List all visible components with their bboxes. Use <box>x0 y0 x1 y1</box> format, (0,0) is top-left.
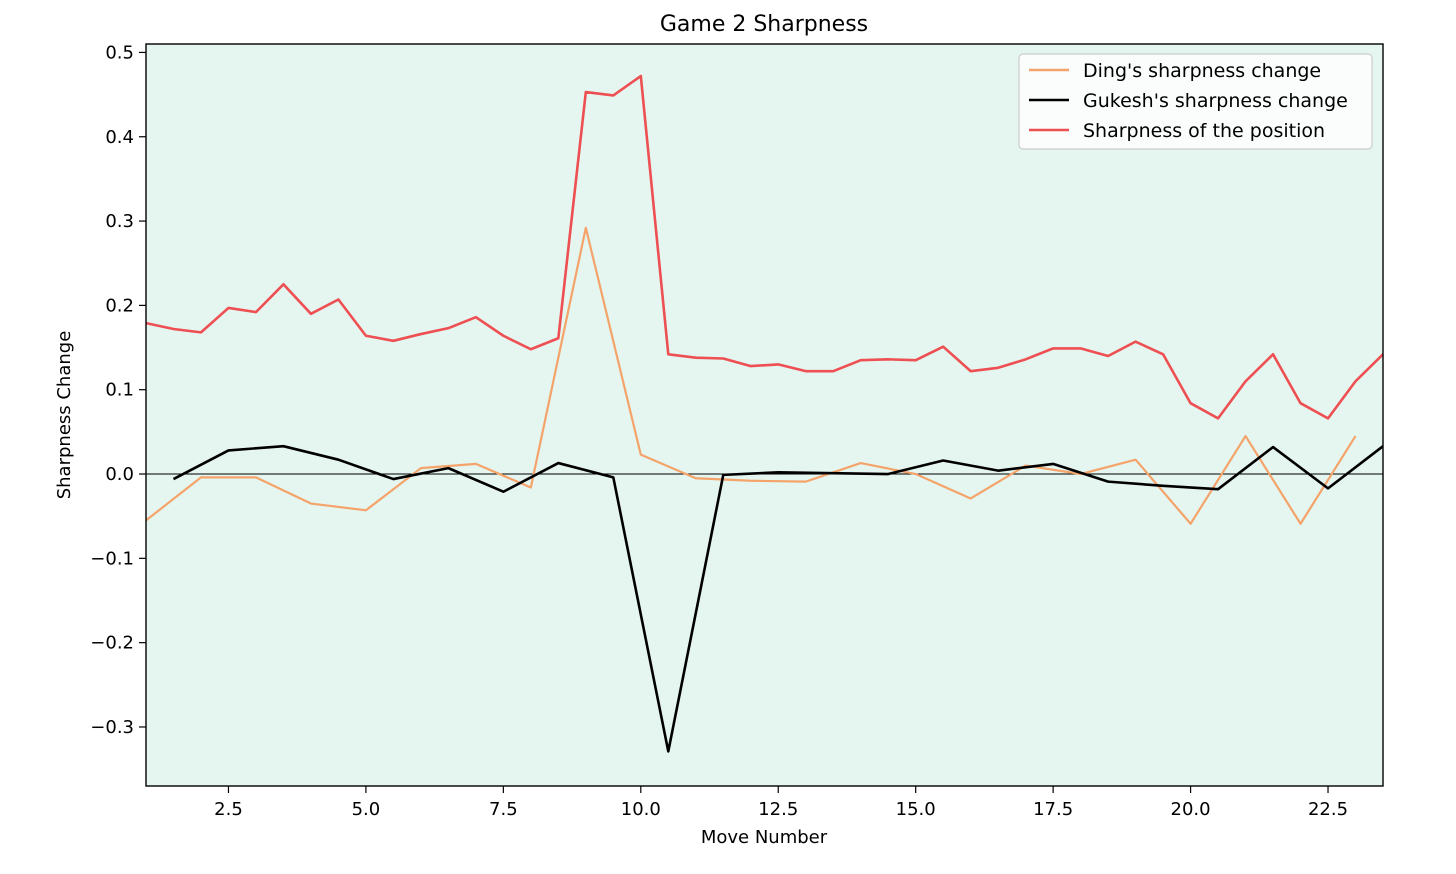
legend-label: Ding's sharpness change <box>1083 60 1321 82</box>
plot-frame <box>145 43 1384 787</box>
y-tick-label: 0.2 <box>105 295 134 316</box>
chart-title: Game 2 Sharpness <box>660 12 868 37</box>
legend-item-gukesh: Gukesh's sharpness change <box>1029 90 1348 112</box>
legend-label: Sharpness of the position <box>1083 120 1325 142</box>
gukesh-sharpness-line <box>172 444 1383 753</box>
y-tick-label: −0.2 <box>90 633 134 654</box>
position-sharpness-line <box>146 74 1383 420</box>
x-tick-label: 15.0 <box>896 799 936 820</box>
legend-item-position: Sharpness of the position <box>1029 120 1325 142</box>
legend-item-ding: Ding's sharpness change <box>1029 60 1321 82</box>
x-axis-title: Move Number <box>701 827 828 848</box>
ding-sharpness-line <box>146 226 1357 525</box>
y-tick-label: 0.3 <box>105 211 134 232</box>
plot-area-background <box>146 44 1383 786</box>
x-tick-label: 22.5 <box>1308 799 1348 820</box>
y-tick-label: −0.1 <box>90 548 134 569</box>
x-tick-label: 20.0 <box>1171 799 1211 820</box>
x-tick-label: 17.5 <box>1033 799 1073 820</box>
x-tick-label: 7.5 <box>489 799 518 820</box>
y-tick-label: −0.3 <box>90 717 134 738</box>
x-tick-label: 10.0 <box>621 799 661 820</box>
y-axis-title: Sharpness Change <box>54 331 75 500</box>
x-tick-label: 12.5 <box>758 799 798 820</box>
legend-label: Gukesh's sharpness change <box>1083 90 1348 112</box>
legend-box <box>1018 53 1373 150</box>
y-tick-label: 0.5 <box>105 42 134 63</box>
x-tick-label: 2.5 <box>214 799 243 820</box>
y-tick-label: 0.0 <box>105 464 134 485</box>
y-tick-label: 0.4 <box>105 127 134 148</box>
x-tick-label: 5.0 <box>352 799 381 820</box>
y-tick-label: 0.1 <box>105 380 134 401</box>
